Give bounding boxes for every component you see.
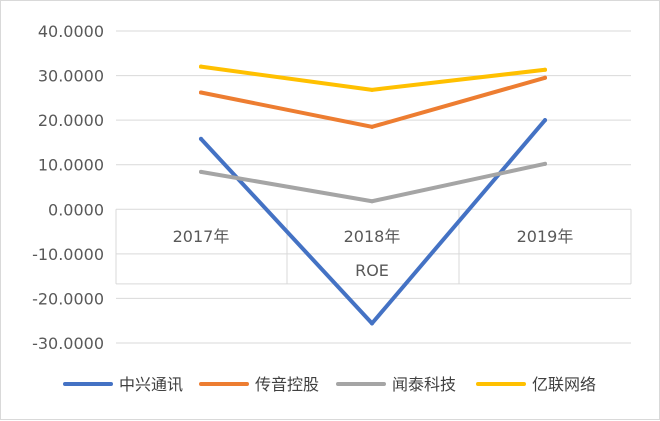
x-axis-label: ROE [355, 261, 389, 280]
y-tick-label: -30.0000 [32, 334, 104, 353]
data-point [199, 169, 203, 174]
y-tick-label: 30.0000 [38, 67, 104, 86]
data-point [370, 124, 374, 129]
gridlines [116, 30, 631, 344]
series-lines [199, 64, 547, 326]
series-line [199, 75, 547, 129]
legend-label: 亿联网络 [532, 375, 596, 394]
data-point [370, 87, 374, 92]
y-tick-label: 20.0000 [38, 111, 104, 130]
data-point [370, 321, 374, 326]
data-point [543, 118, 547, 123]
legend-label: 中兴通讯 [119, 375, 183, 394]
legend-label: 闻泰科技 [392, 375, 456, 394]
y-tick-label: 0.0000 [48, 200, 104, 219]
data-point [543, 75, 547, 80]
series-line [199, 118, 547, 326]
data-point [543, 161, 547, 166]
y-tick-label: -10.0000 [32, 245, 104, 264]
data-point [199, 90, 203, 95]
legend-label: 传音控股 [255, 375, 319, 394]
y-tick-label: 40.0000 [38, 22, 104, 41]
data-point [199, 64, 203, 69]
y-axis-ticks: 40.0000 30.0000 20.0000 10.0000 0.0000 -10.00… [32, 22, 104, 353]
series-line [199, 64, 547, 92]
x-tick-label: 2019年 [517, 227, 574, 246]
data-point [543, 67, 547, 72]
y-tick-label: 10.0000 [38, 156, 104, 175]
legend: 中兴通讯 传音控股 闻泰科技 亿联网络 [63, 375, 596, 394]
x-tick-label: 2018年 [344, 227, 401, 246]
x-axis-ticks: 2017年 2018年 2019年 [173, 227, 574, 246]
data-point [370, 199, 374, 204]
x-tick-label: 2017年 [173, 227, 230, 246]
y-tick-label: -20.0000 [32, 289, 104, 308]
data-point [199, 136, 203, 141]
